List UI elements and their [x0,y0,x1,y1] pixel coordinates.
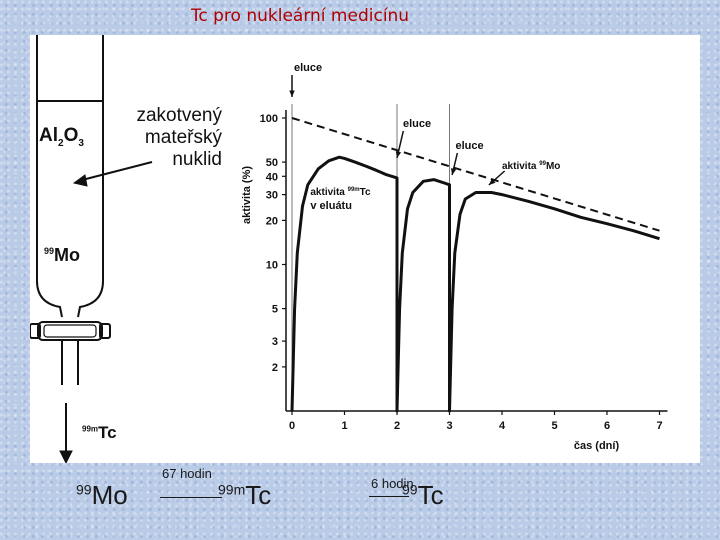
y-tick-label: 50 [266,157,278,169]
y-tick-label: 3 [272,336,278,348]
parent-nuclide-label: zakotvený mateřský nuklid [112,105,222,171]
y-tick-label: 100 [260,113,278,125]
caption-mo99-symbol: Mo [91,480,128,510]
decay-arrow-line-2 [369,496,409,497]
parent-label-line-1: zakotvený [136,105,222,126]
elution-label-1: eluce [294,62,322,74]
y-tick-label: 20 [266,215,278,227]
mo99-activity-line [291,117,660,232]
y-tick-label: 5 [272,304,278,316]
adsorbent-mid: O [63,125,79,146]
x-tick-label: 6 [604,420,610,432]
y-axis-label: aktivita (%) [241,166,253,224]
x-tick-label: 4 [499,420,506,432]
x-tick-label: 3 [446,420,452,432]
tc-activity-label-line-2: v eluátu [310,200,352,212]
parent-label-line-3: nuklid [172,149,222,170]
mo-column-symbol: Mo [54,245,81,265]
tc99m-activity-curve [290,155,660,413]
caption-tc99m: 99mTc [218,480,271,511]
mo-activity-arrow-head [488,178,496,185]
x-tick-label: 2 [394,420,400,432]
elution-label-2: eluce [403,118,431,130]
parent-label-line-2: mateřský [144,127,222,148]
x-tick-label: 1 [341,420,347,432]
tc-activity-label: aktivita 99mTc [310,187,371,198]
mo-activity-label: aktivita 99Mo [502,161,560,172]
elution-arrow-1-head [289,90,295,97]
elution-label-3: eluce [456,140,484,152]
generator-column [30,35,111,385]
decay-arrow-line-1 [160,497,222,498]
caption-mo99: 99Mo [76,480,128,511]
x-tick-label: 7 [656,420,662,432]
mo-column-mass: 99 [44,246,55,256]
elution-arrow-2-head [395,151,402,158]
half-life-6-label: 6 hodin [371,476,414,491]
tc-outlet-mass: 99m [82,424,99,434]
tc-outlet-symbol: Tc [98,423,117,442]
caption-tc99-symbol: Tc [417,480,444,510]
caption-tc99m-symbol: Tc [245,480,272,510]
x-tick-label: 0 [289,420,295,432]
y-tick-label: 2 [272,362,278,374]
adsorbent-label: Al2O3 [39,125,84,149]
half-life-67-label: 67 hodin [162,466,212,481]
parent-pointer-arrow [72,161,153,187]
adsorbent-sub1: 2 [58,137,64,149]
y-tick-label: 30 [266,190,278,202]
outlet-arrow [59,403,73,463]
y-tick-label: 10 [266,260,278,272]
x-tick-label: 5 [551,420,557,432]
tc-outlet-label: 99mTc [82,423,117,443]
generator-figure: 100 50 40 30 20 10 5 3 2 0 1 2 3 4 5 6 7 aktivita (%) čas … [30,35,700,463]
y-tick-label: 40 [266,171,278,183]
caption-tc99: 99Tc [402,480,444,511]
caption-tc99m-mass: 99m [218,481,246,498]
mo-column-label: 99Mo [44,245,80,266]
elution-arrow-3-head [450,168,457,175]
adsorbent-base: Al [39,125,58,146]
caption-mo99-mass: 99 [76,481,92,498]
x-axis-label: čas (dní) [574,440,620,452]
adsorbent-sub2: 3 [78,137,84,149]
caption-tc99-mass: 99 [402,481,418,498]
slide-title: Tc pro nukleární medicínu [190,6,410,26]
